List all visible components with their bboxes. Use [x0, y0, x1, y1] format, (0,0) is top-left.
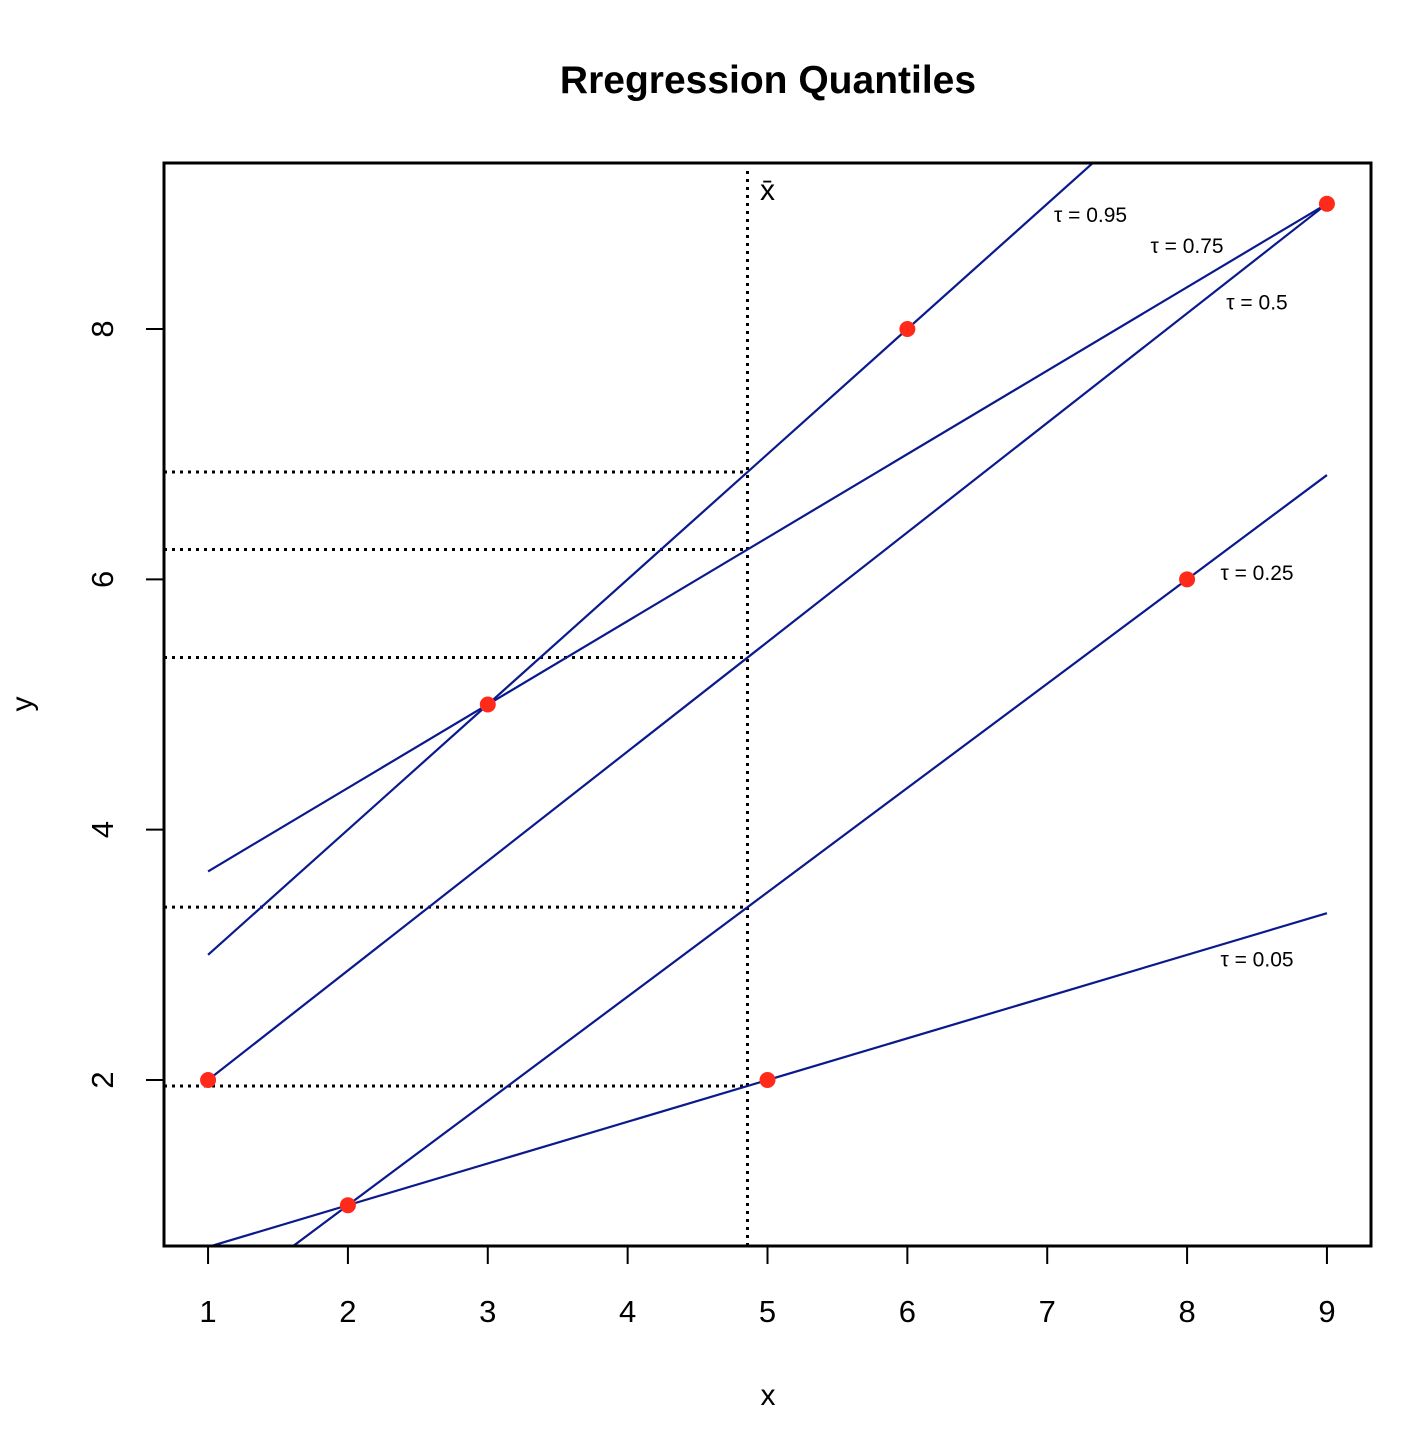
xbar-label: x̄: [760, 174, 775, 207]
x-axis-label: x: [761, 1379, 776, 1412]
chart-title: Rregression Quantiles: [560, 59, 976, 102]
x-tick-label: 4: [619, 1294, 636, 1329]
quantile-line: [207, 202, 1328, 1081]
x-tick-label: 9: [1318, 1294, 1335, 1329]
quantile-label: τ = 0.25: [1220, 562, 1293, 585]
data-point: [1318, 195, 1335, 212]
x-tick-label: 6: [899, 1294, 916, 1329]
quantile-line: [207, 163, 1095, 956]
data-point: [899, 320, 916, 337]
data-point: [479, 696, 496, 713]
quantile-line: [291, 474, 1328, 1246]
quantile-label: τ = 0.75: [1151, 235, 1224, 258]
x-tick-label: 8: [1178, 1294, 1195, 1329]
quantile-label: τ = 0.05: [1220, 949, 1293, 972]
x-tick-label: 1: [199, 1294, 216, 1329]
data-point: [1179, 571, 1196, 588]
y-tick-label: 2: [85, 1071, 120, 1088]
x-tick-label: 5: [759, 1294, 776, 1329]
data-point: [200, 1072, 217, 1089]
data-point: [759, 1072, 776, 1089]
quantile-line: [207, 202, 1328, 873]
quantile-label: τ = 0.5: [1226, 291, 1287, 314]
x-tick-label: 3: [479, 1294, 496, 1329]
y-tick-label: 8: [85, 320, 120, 337]
x-tick-label: 7: [1039, 1294, 1056, 1329]
quantile-label: τ = 0.95: [1054, 204, 1127, 227]
data-point: [339, 1197, 356, 1214]
y-tick-label: 4: [85, 821, 120, 838]
y-axis-label: y: [6, 697, 39, 712]
y-tick-label: 6: [85, 571, 120, 588]
x-tick-label: 2: [339, 1294, 356, 1329]
